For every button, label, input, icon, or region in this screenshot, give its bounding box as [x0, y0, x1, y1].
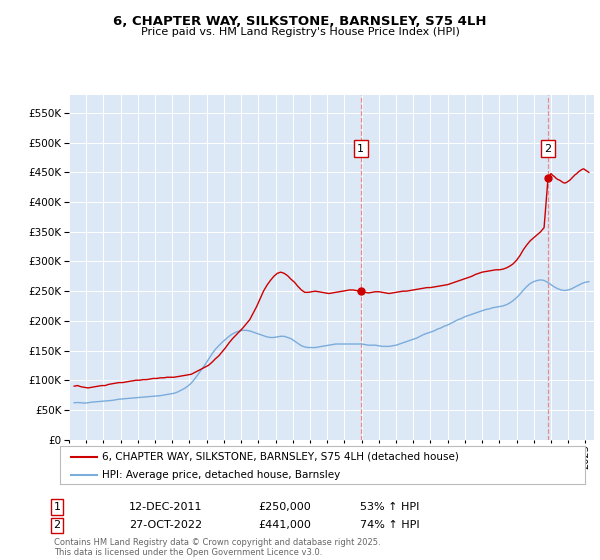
Text: £441,000: £441,000: [258, 520, 311, 530]
Text: 27-OCT-2022: 27-OCT-2022: [129, 520, 202, 530]
Text: Contains HM Land Registry data © Crown copyright and database right 2025.
This d: Contains HM Land Registry data © Crown c…: [54, 538, 380, 557]
Text: 6, CHAPTER WAY, SILKSTONE, BARNSLEY, S75 4LH: 6, CHAPTER WAY, SILKSTONE, BARNSLEY, S75…: [113, 15, 487, 28]
Text: 12-DEC-2011: 12-DEC-2011: [129, 502, 203, 512]
Text: 53% ↑ HPI: 53% ↑ HPI: [360, 502, 419, 512]
Text: HPI: Average price, detached house, Barnsley: HPI: Average price, detached house, Barn…: [102, 470, 340, 480]
Text: 2: 2: [544, 144, 551, 153]
Text: 2: 2: [53, 520, 61, 530]
Text: 1: 1: [53, 502, 61, 512]
Text: 1: 1: [357, 144, 364, 153]
Text: 74% ↑ HPI: 74% ↑ HPI: [360, 520, 419, 530]
Text: 6, CHAPTER WAY, SILKSTONE, BARNSLEY, S75 4LH (detached house): 6, CHAPTER WAY, SILKSTONE, BARNSLEY, S75…: [102, 452, 459, 462]
Text: £250,000: £250,000: [258, 502, 311, 512]
Text: Price paid vs. HM Land Registry's House Price Index (HPI): Price paid vs. HM Land Registry's House …: [140, 27, 460, 38]
